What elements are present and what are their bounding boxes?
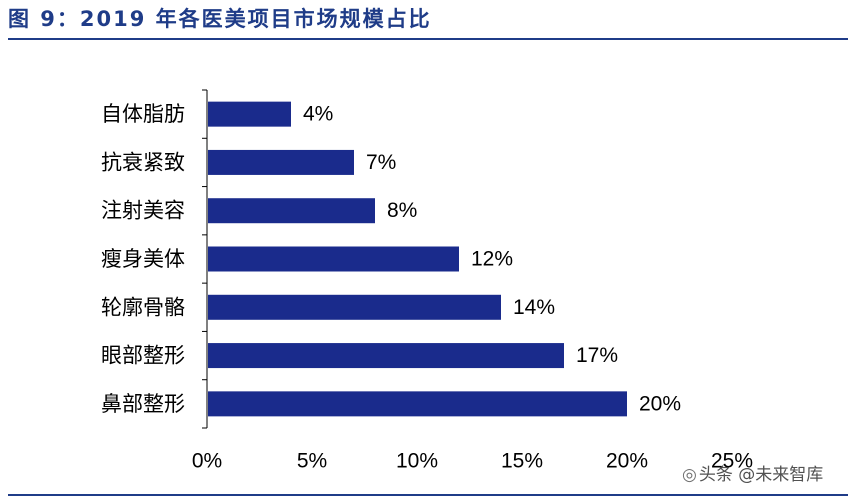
watermark-text: 头条 @未来智库: [698, 465, 824, 485]
data-label: 17%: [576, 344, 618, 367]
category-label: 自体脂肪: [101, 102, 185, 126]
x-tick-label: 20%: [606, 450, 648, 473]
category-label: 抗衰紧致: [101, 150, 185, 174]
category-label: 瘦身美体: [101, 247, 185, 271]
bar: [208, 101, 291, 127]
data-label: 8%: [387, 199, 417, 222]
bar: [208, 391, 627, 417]
data-label: 14%: [513, 296, 555, 319]
x-tick-label: 0%: [192, 450, 222, 473]
title-rule: [8, 38, 848, 40]
data-label: 20%: [639, 392, 681, 415]
category-label: 眼部整形: [101, 344, 185, 368]
watermark: ◎ 头条 @未来智库: [682, 460, 823, 485]
bottom-rule: [8, 494, 848, 496]
bar: [208, 149, 354, 175]
x-tick-label: 5%: [297, 450, 327, 473]
bar: [208, 294, 501, 320]
category-label: 注射美容: [101, 199, 185, 223]
x-tick-label: 25%: [711, 450, 753, 473]
bar: [208, 246, 459, 272]
category-label: 鼻部整形: [101, 392, 185, 416]
data-label: 4%: [303, 103, 333, 126]
data-label: 7%: [366, 151, 396, 174]
figure-title: 图 9：2019 年各医美项目市场规模占比: [8, 7, 432, 31]
data-label: 12%: [471, 248, 513, 271]
bar: [208, 198, 375, 224]
category-label: 轮廓骨骼: [101, 295, 185, 319]
x-tick-label: 10%: [396, 450, 438, 473]
x-tick-label: 15%: [501, 450, 543, 473]
watermark-logo-icon: ◎: [682, 465, 697, 485]
bar: [208, 343, 564, 369]
